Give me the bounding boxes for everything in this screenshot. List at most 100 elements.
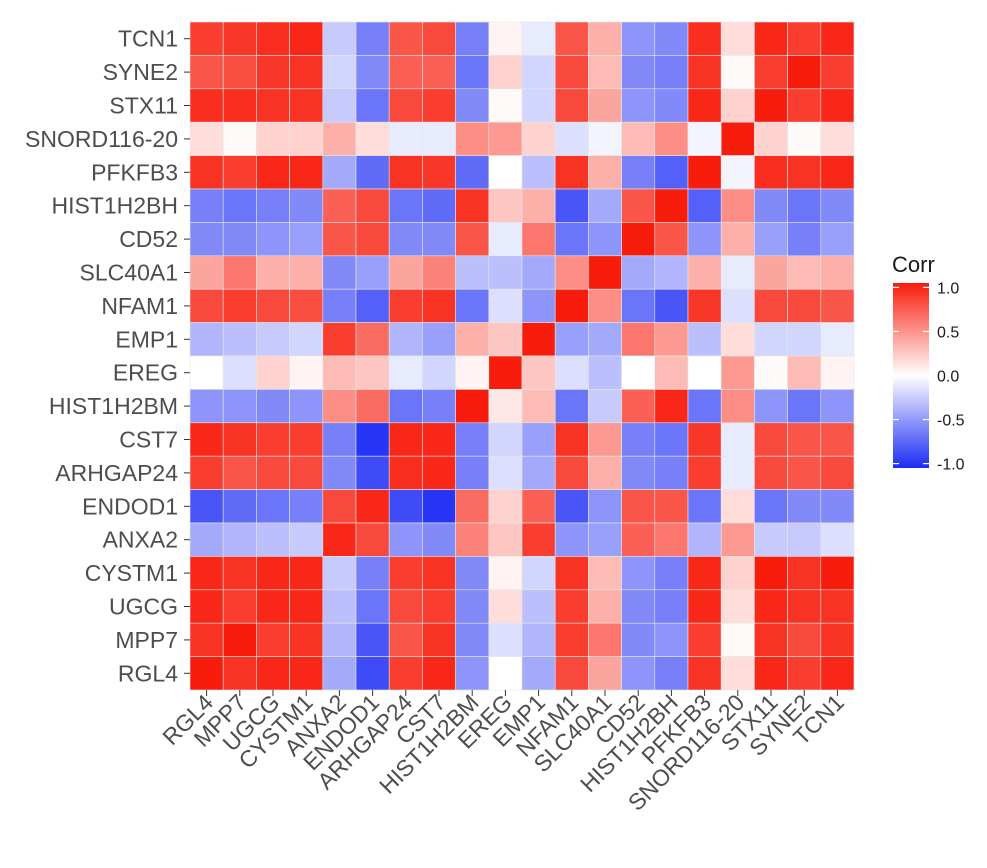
heatmap-cell-STX11-RGL4	[189, 88, 224, 123]
heatmap-cell-ARHGAP24-CYSTM1	[289, 455, 324, 490]
heatmap-cell-HIST1H2BH-ARHGAP24	[388, 188, 423, 223]
heatmap-cell-CD52-TCN1	[820, 222, 855, 257]
heatmap-cell-CST7-HIST1H2BM	[455, 422, 490, 457]
heatmap-cell-TCN1-CST7	[422, 21, 456, 56]
heatmap-cell-SYNE2-PFKFB3	[687, 55, 722, 90]
heatmap-cell-PFKFB3-RGL4	[189, 155, 224, 190]
heatmap-cell-ARHGAP24-ENDOD1	[355, 455, 390, 490]
heatmap-cell-STX11-CST7	[422, 88, 456, 123]
heatmap-cell-SLC40A1-UGCG	[256, 255, 290, 290]
y-tick-label: SLC40A1	[80, 260, 178, 286]
heatmap-cell-SNORD116-20-RGL4	[189, 121, 224, 156]
y-tick-label: UGCG	[109, 594, 178, 620]
heatmap-cell-HIST1H2BM-EMP1	[521, 389, 556, 424]
heatmap-cell-STX11-SLC40A1	[588, 88, 622, 123]
heatmap-cell-PFKFB3-PFKFB3	[687, 155, 722, 190]
heatmap-cell-RGL4-CST7	[422, 656, 456, 691]
heatmap-cell-UGCG-NFAM1	[554, 589, 589, 624]
heatmap-cell-SNORD116-20-SLC40A1	[588, 121, 622, 156]
heatmap-cell-CD52-PFKFB3	[687, 222, 722, 257]
y-tick-label: EREG	[113, 360, 178, 386]
heatmap-cell-RGL4-SLC40A1	[588, 656, 622, 691]
heatmap-cell-PFKFB3-MPP7	[222, 155, 257, 190]
heatmap-cell-HIST1H2BM-CYSTM1	[289, 389, 324, 424]
heatmap-cell-PFKFB3-ARHGAP24	[388, 155, 423, 190]
y-tick-label: NFAM1	[101, 293, 178, 319]
heatmap-cell-SLC40A1-NFAM1	[554, 255, 589, 290]
heatmap-cell-SYNE2-ARHGAP24	[388, 55, 423, 90]
heatmap-cell-STX11-EMP1	[521, 88, 556, 123]
heatmap-cell-HIST1H2BH-EMP1	[521, 188, 556, 223]
heatmap-cell-UGCG-ARHGAP24	[388, 589, 423, 624]
heatmap-cell-ANXA2-ANXA2	[322, 522, 357, 557]
heatmap-cell-CD52-NFAM1	[554, 222, 589, 257]
heatmap-cell-STX11-MPP7	[222, 88, 257, 123]
heatmap-cell-ARHGAP24-TCN1	[820, 455, 855, 490]
heatmap-cell-CD52-ENDOD1	[355, 222, 390, 257]
heatmap-cell-CYSTM1-PFKFB3	[687, 556, 722, 591]
heatmap-cell-RGL4-HIST1H2BH	[654, 656, 689, 691]
heatmap-cell-EREG-SNORD116-20	[720, 355, 755, 390]
y-tick-label: CD52	[119, 226, 178, 252]
heatmap-cell-CD52-RGL4	[189, 222, 224, 257]
heatmap-cell-EMP1-CD52	[621, 322, 656, 357]
heatmap-cell-ENDOD1-NFAM1	[554, 489, 589, 524]
heatmap-cell-ENDOD1-SYNE2	[787, 489, 822, 524]
heatmap-cell-SYNE2-SYNE2	[787, 55, 822, 90]
heatmap-cell-SLC40A1-STX11	[754, 255, 788, 290]
heatmap-cell-HIST1H2BH-CD52	[621, 188, 656, 223]
heatmap-cell-MPP7-SLC40A1	[588, 622, 622, 657]
legend-ticks: 1.0 0.5 0.0 -0.5 -1.0	[893, 280, 965, 474]
heatmap-cell-CST7-CD52	[621, 422, 656, 457]
heatmap-cell-HIST1H2BH-MPP7	[222, 188, 257, 223]
heatmap-cell-NFAM1-SLC40A1	[588, 288, 622, 323]
heatmap-cell-SLC40A1-ARHGAP24	[388, 255, 423, 290]
heatmap-cell-HIST1H2BM-CD52	[621, 389, 656, 424]
heatmap-cell-NFAM1-EMP1	[521, 288, 556, 323]
heatmap-cell-SYNE2-CD52	[621, 55, 656, 90]
heatmap-cell-UGCG-SYNE2	[787, 589, 822, 624]
heatmap-cell-CD52-STX11	[754, 222, 788, 257]
heatmap-cell-HIST1H2BM-HIST1H2BM	[455, 389, 490, 424]
heatmap-cell-SYNE2-HIST1H2BH	[654, 55, 689, 90]
heatmap-cell-PFKFB3-CD52	[621, 155, 656, 190]
heatmap-cell-SYNE2-SLC40A1	[588, 55, 622, 90]
heatmap-cell-SYNE2-TCN1	[820, 55, 855, 90]
heatmap-cell-CD52-HIST1H2BH	[654, 222, 689, 257]
heatmap-cell-MPP7-ENDOD1	[355, 622, 390, 657]
heatmap-cell-ENDOD1-UGCG	[256, 489, 290, 524]
heatmap-cell-HIST1H2BM-RGL4	[189, 389, 224, 424]
heatmap-cell-ARHGAP24-ANXA2	[322, 455, 357, 490]
heatmap-cell-ENDOD1-ANXA2	[322, 489, 357, 524]
heatmap-cell-SLC40A1-HIST1H2BH	[654, 255, 689, 290]
heatmap-cell-EREG-ARHGAP24	[388, 355, 423, 390]
heatmap-cell-SYNE2-CST7	[422, 55, 456, 90]
heatmap-cell-SNORD116-20-EMP1	[521, 121, 556, 156]
heatmap-cell-STX11-CD52	[621, 88, 656, 123]
legend-tick-label: -0.5	[937, 413, 965, 430]
heatmap-cell-EREG-PFKFB3	[687, 355, 722, 390]
heatmap-cell-HIST1H2BH-RGL4	[189, 188, 224, 223]
heatmap-cell-HIST1H2BH-UGCG	[256, 188, 290, 223]
heatmap-cell-HIST1H2BM-CST7	[422, 389, 456, 424]
heatmap-cell-CYSTM1-CD52	[621, 556, 656, 591]
heatmap-cell-TCN1-NFAM1	[554, 21, 589, 56]
heatmap-cell-MPP7-CYSTM1	[289, 622, 324, 657]
heatmap-cell-TCN1-PFKFB3	[687, 21, 722, 56]
heatmap-cell-RGL4-ENDOD1	[355, 656, 390, 691]
heatmap-cell-UGCG-CST7	[422, 589, 456, 624]
heatmap-cell-RGL4-SYNE2	[787, 656, 822, 691]
x-axis-labels: RGL4MPP7UGCGCYSTM1ANXA2ENDOD1ARHGAP24CST…	[157, 689, 849, 816]
y-tick-label: SNORD116-20	[25, 126, 178, 152]
heatmap-cell-EMP1-STX11	[754, 322, 788, 357]
heatmap-cell-CST7-ARHGAP24	[388, 422, 423, 457]
heatmap-cell-RGL4-UGCG	[256, 656, 290, 691]
legend-title: Corr	[892, 252, 935, 277]
legend-tick-label: 0.5	[937, 324, 959, 341]
heatmap-cell-CD52-SNORD116-20	[720, 222, 755, 257]
heatmap-cell-ENDOD1-MPP7	[222, 489, 257, 524]
heatmap-cell-HIST1H2BM-MPP7	[222, 389, 257, 424]
heatmap-cell-CST7-PFKFB3	[687, 422, 722, 457]
heatmap-cell-HIST1H2BH-CYSTM1	[289, 188, 324, 223]
y-axis-labels: TCN1 SYNE2 STX11 SNORD116-20 PFKFB3 HIST1H2BH…	[25, 26, 190, 686]
